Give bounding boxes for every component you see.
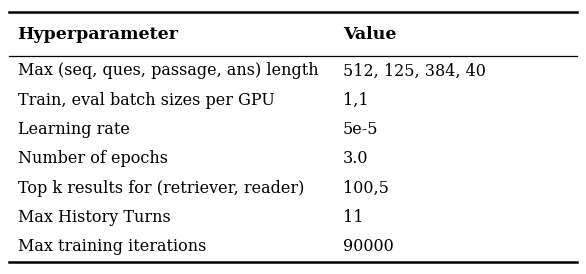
Text: Number of epochs: Number of epochs: [18, 150, 168, 167]
Text: 512, 125, 384, 40: 512, 125, 384, 40: [343, 62, 486, 79]
Text: Hyperparameter: Hyperparameter: [18, 26, 179, 43]
Text: 11: 11: [343, 209, 363, 226]
Text: Max training iterations: Max training iterations: [18, 238, 206, 255]
Text: 3.0: 3.0: [343, 150, 369, 167]
Text: Train, eval batch sizes per GPU: Train, eval batch sizes per GPU: [18, 92, 274, 109]
Text: 5e-5: 5e-5: [343, 121, 379, 138]
Text: Learning rate: Learning rate: [18, 121, 130, 138]
Text: Max History Turns: Max History Turns: [18, 209, 171, 226]
Text: Value: Value: [343, 26, 396, 43]
Text: 100,5: 100,5: [343, 180, 389, 197]
Text: 90000: 90000: [343, 238, 394, 255]
Text: Max (seq, ques, passage, ans) length: Max (seq, ques, passage, ans) length: [18, 62, 318, 79]
Text: 1,1: 1,1: [343, 92, 369, 109]
Text: Top k results for (retriever, reader): Top k results for (retriever, reader): [18, 180, 304, 197]
